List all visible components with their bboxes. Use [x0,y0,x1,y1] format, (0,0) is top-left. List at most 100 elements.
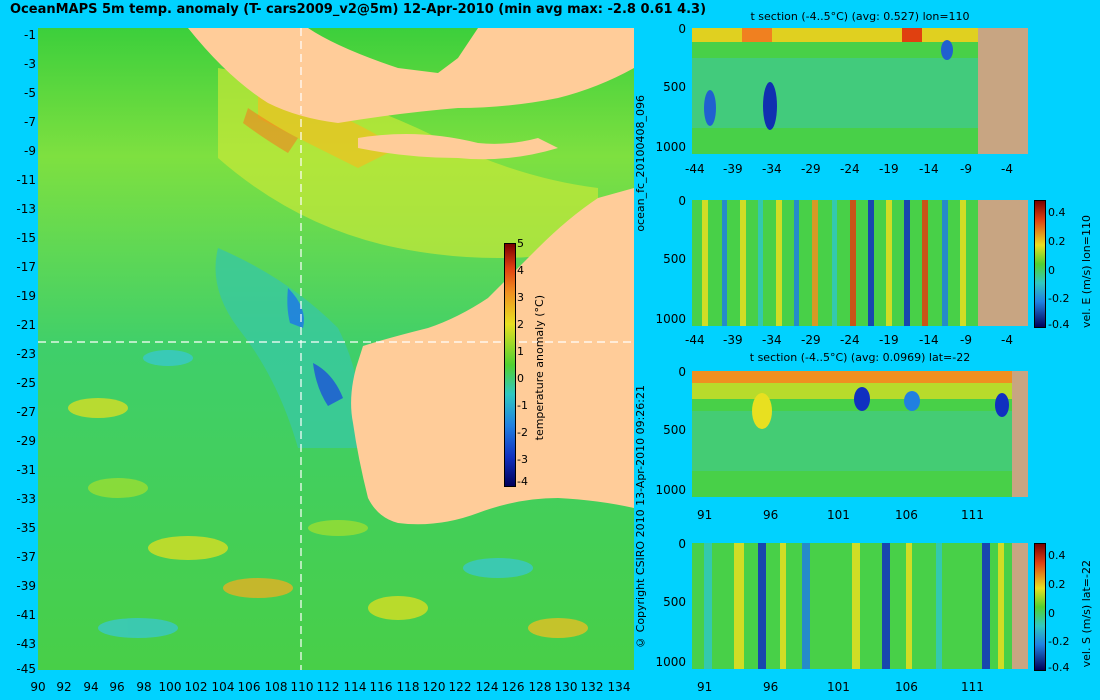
x-tick-label: -34 [762,162,782,176]
colorbar-tick-label: -1 [517,399,528,412]
lat-tick-label: -3 [24,57,36,71]
lat-tick-label: -43 [16,637,36,651]
depth-tick-label: 500 [663,595,686,609]
section-depth-axis: 0 500 1000 [650,365,690,505]
velocity-colorbar-label: vel. E (m/s) lon=110 [1080,215,1093,328]
lon-tick-label: 118 [396,680,420,694]
section-depth-axis: 0 500 1000 [650,537,690,677]
lon-tick-label: 128 [528,680,552,694]
map-colorbar-ticks: 5 4 3 2 1 0 -1 -2 -3 -4 [517,237,537,488]
lat-tick-label: -9 [24,144,36,158]
velocity-colorbar-label: vel. S (m/s) lat=-22 [1080,560,1093,668]
x-tick-label: 111 [961,680,984,694]
x-tick-label: 91 [697,680,713,694]
lon-tick-label: 126 [501,680,525,694]
section-depth-axis: 0 500 1000 [650,194,690,334]
colorbar-tick-label: 2 [517,318,524,331]
lat-tick-label: -37 [16,550,36,564]
lon-tick-label: 122 [448,680,472,694]
colorbar-tick-label: 1 [517,345,524,358]
section-x-axis: 91 96 101 106 111 [697,508,1037,524]
velocity-colorbar [1034,200,1046,328]
section-depth-axis: 0 500 1000 [650,22,690,162]
section-plot-temperature-lon[interactable] [692,28,1028,154]
velocity-colorbar [1034,543,1046,671]
x-tick-label: -44 [685,162,705,176]
x-tick-label: -39 [723,333,743,347]
x-tick-label: -24 [840,333,860,347]
colorbar-tick-label: 0.4 [1048,206,1066,219]
lat-tick-label: -11 [16,173,36,187]
map-lon-axis: 90 92 94 96 98 100 102 104 106 108 110 1… [23,680,673,698]
section-plot-temperature-lat[interactable] [692,371,1028,497]
lon-tick-label: 132 [580,680,604,694]
colorbar-tick-label: 3 [517,291,524,304]
velocity-colorbar-ticks: 0.4 0.2 0 -0.2 -0.4 [1048,549,1082,675]
x-tick-label: 111 [961,508,984,522]
section-plot-velocity-south[interactable] [692,543,1028,669]
x-tick-label: -19 [879,333,899,347]
x-tick-label: -9 [960,162,972,176]
section-title: t section (-4..5°C) (avg: 0.0969) lat=-2… [749,351,971,364]
lat-tick-label: -45 [16,662,36,676]
section-title: t section (-4..5°C) (avg: 0.527) lon=110 [750,10,970,23]
x-tick-label: 96 [763,508,779,522]
depth-tick-label: 500 [663,252,686,266]
lon-tick-label: 100 [158,680,182,694]
lat-tick-label: -21 [16,318,36,332]
depth-tick-label: 500 [663,423,686,437]
lon-tick-label: 106 [237,680,261,694]
colorbar-tick-label: -4 [517,475,528,488]
x-tick-label: 106 [895,680,918,694]
colorbar-tick-label: 0.2 [1048,578,1066,591]
colorbar-tick-label: -3 [517,453,528,466]
lat-tick-label: -15 [16,231,36,245]
x-tick-label: -44 [685,333,705,347]
colorbar-tick-label: -2 [517,426,528,439]
forecast-id-label: ocean_fc_20100408_096 [634,95,647,232]
depth-tick-label: 1000 [655,483,686,497]
lon-tick-label: 102 [184,680,208,694]
map-colorbar [504,243,516,487]
section-plot-velocity-east[interactable] [692,200,1028,326]
lon-tick-label: 104 [211,680,235,694]
x-tick-label: -9 [960,333,972,347]
x-tick-label: -19 [879,162,899,176]
lat-tick-label: -1 [24,28,36,42]
lon-tick-label: 92 [56,680,72,694]
lon-tick-label: 112 [316,680,340,694]
lon-tick-label: 110 [290,680,314,694]
lon-tick-label: 124 [475,680,499,694]
map-colorbar-label: temperature anomaly (°C) [533,295,546,441]
depth-tick-label: 0 [678,194,686,208]
x-tick-label: 101 [827,508,850,522]
colorbar-tick-label: 4 [517,264,524,277]
velocity-colorbar-ticks: 0.4 0.2 0 -0.2 -0.4 [1048,206,1082,332]
temperature-anomaly-map[interactable] [38,28,634,670]
lat-tick-label: -5 [24,86,36,100]
colorbar-tick-label: -0.4 [1048,318,1070,331]
lat-tick-label: -39 [16,579,36,593]
lat-tick-label: -7 [24,115,36,129]
lon-tick-label: 108 [264,680,288,694]
lon-tick-label: 120 [422,680,446,694]
x-tick-label: 101 [827,680,850,694]
lat-tick-label: -19 [16,289,36,303]
depth-tick-label: 1000 [655,140,686,154]
depth-tick-label: 1000 [655,312,686,326]
lat-tick-label: -33 [16,492,36,506]
x-tick-label: -14 [919,333,939,347]
lat-tick-label: -13 [16,202,36,216]
lat-tick-label: -41 [16,608,36,622]
section-x-axis: 91 96 101 106 111 [697,680,1037,696]
lat-tick-label: -27 [16,405,36,419]
colorbar-tick-label: 0 [1048,607,1055,620]
lon-tick-label: 130 [554,680,578,694]
copyright-label: © Copyright CSIRO 2010 13-Apr-2010 09:26… [634,385,647,649]
colorbar-tick-label: 0 [1048,264,1055,277]
depth-tick-label: 0 [678,365,686,379]
depth-tick-label: 0 [678,22,686,36]
x-tick-label: 91 [697,508,713,522]
lon-tick-label: 94 [83,680,99,694]
lat-tick-label: -29 [16,434,36,448]
